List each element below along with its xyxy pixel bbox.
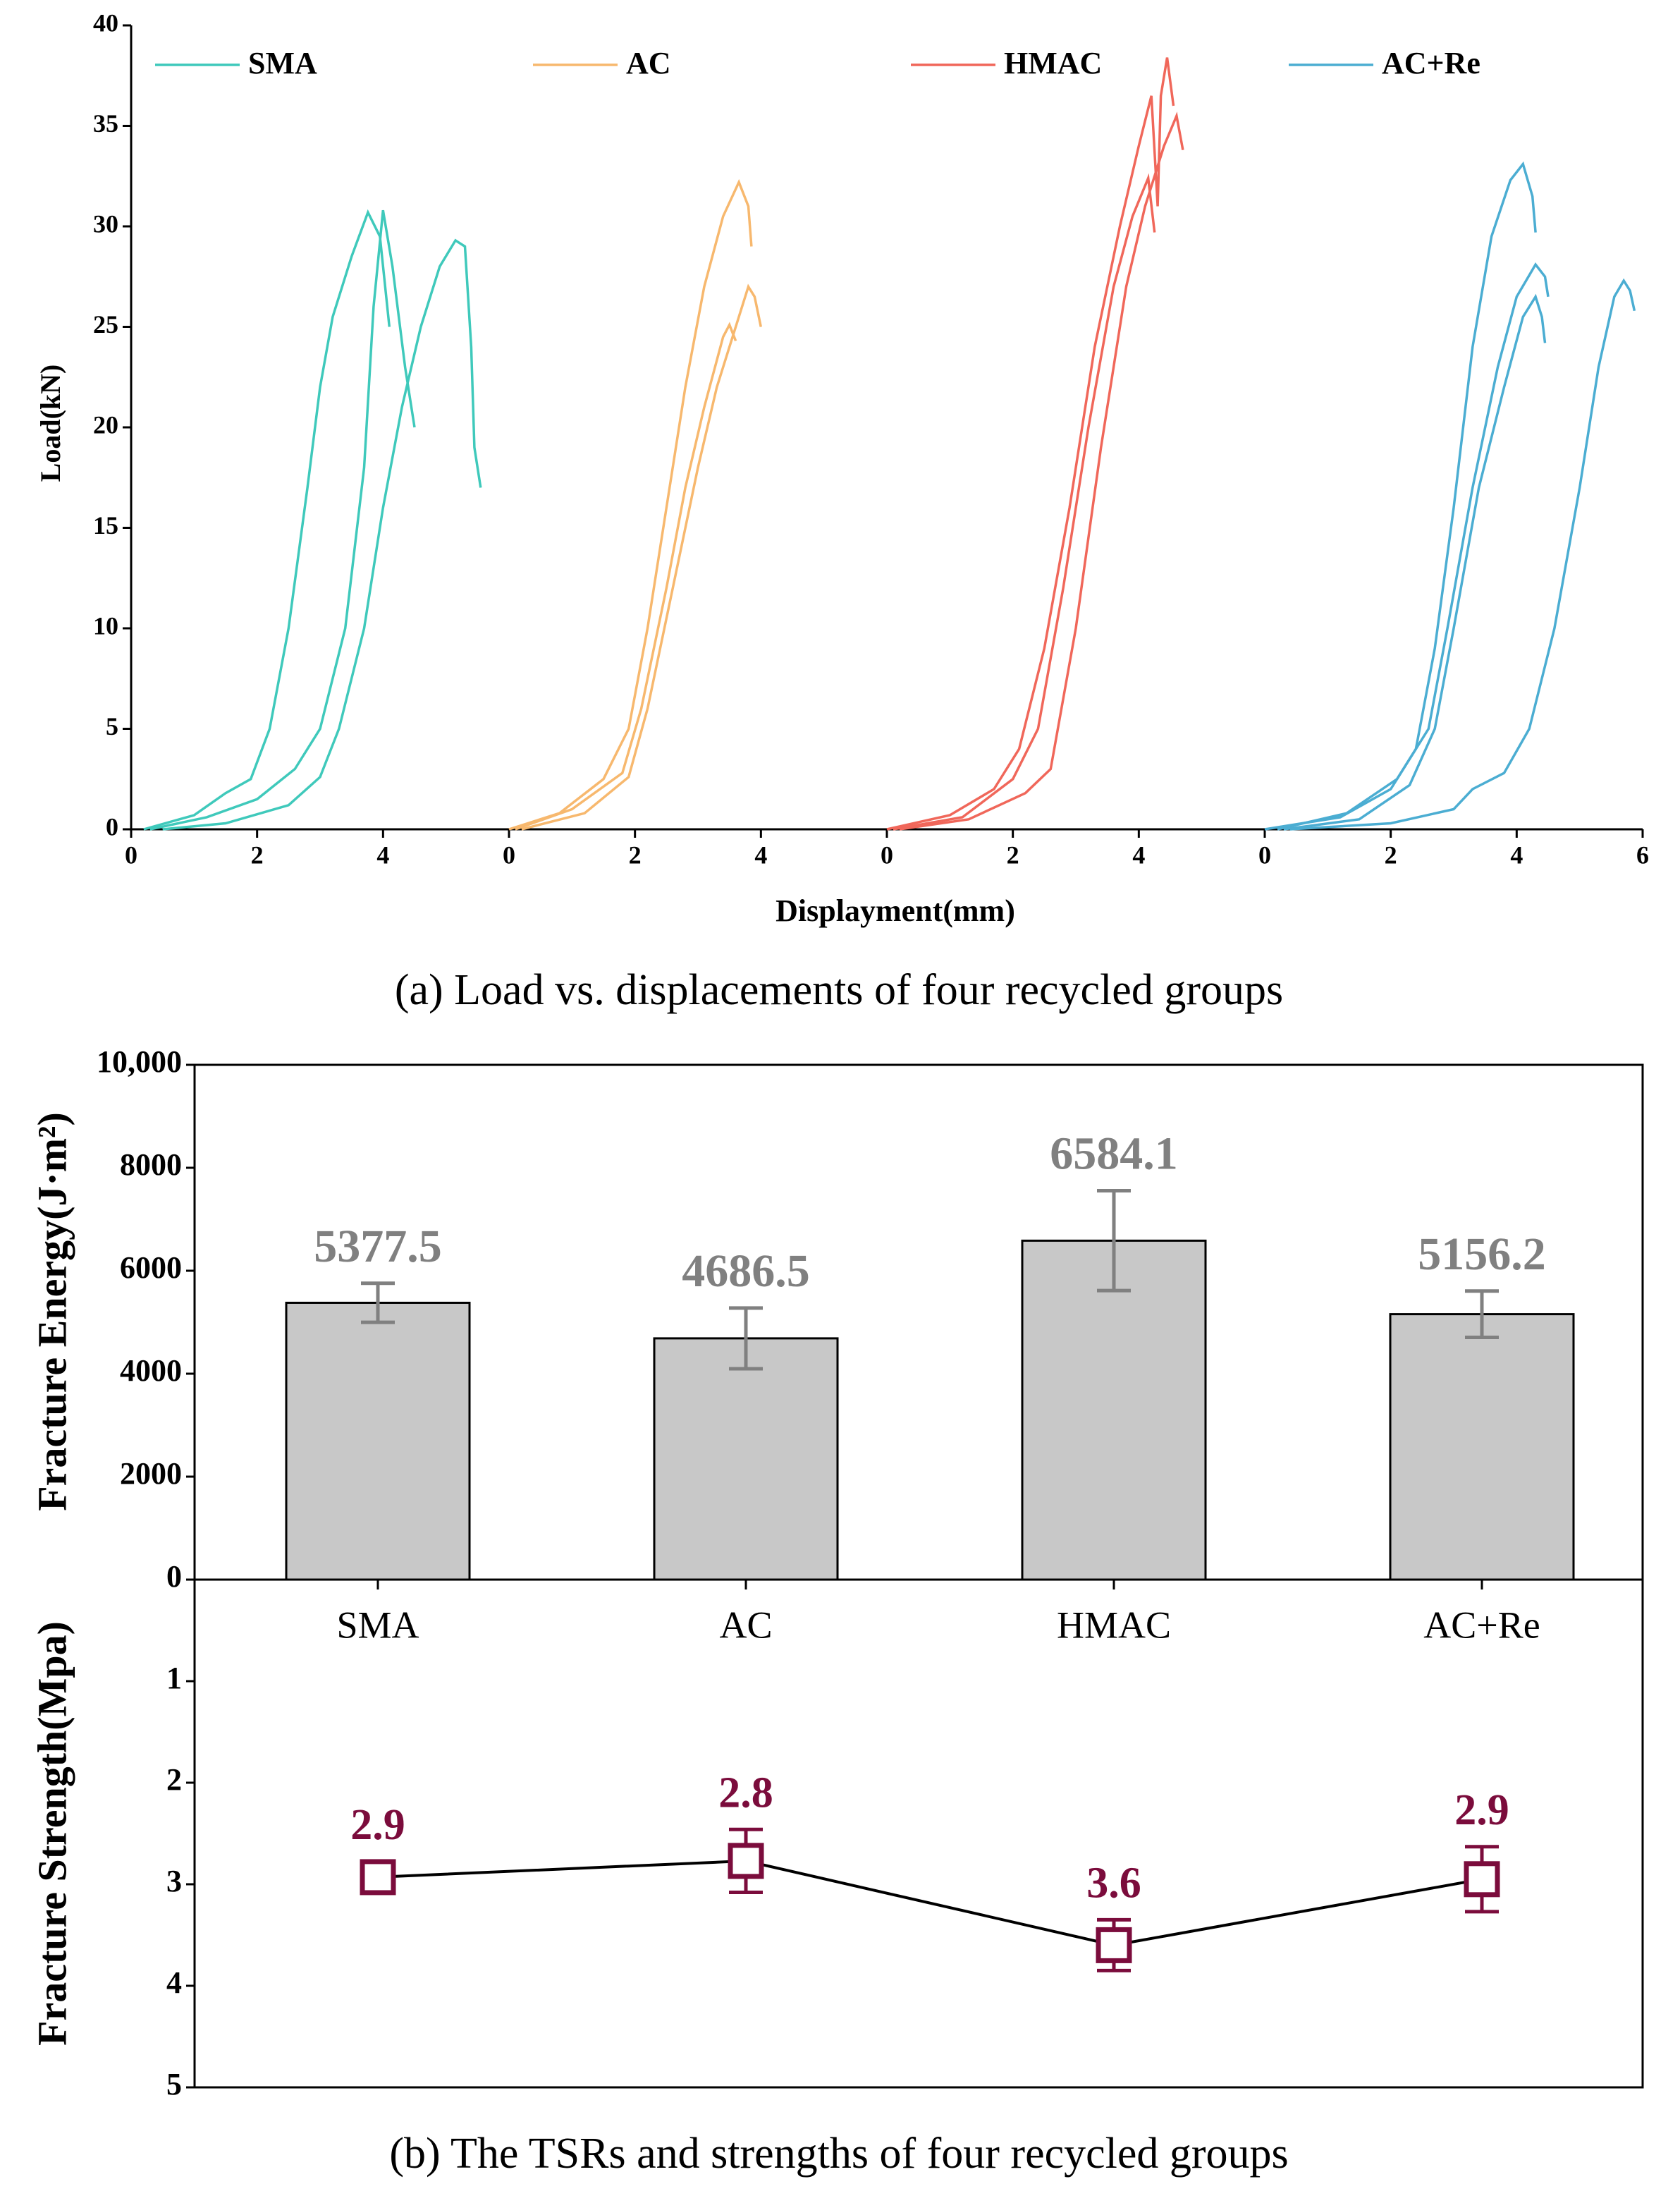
y-axis-label: Fracture Energy(J·m²) <box>29 1112 75 1511</box>
y-tick-label: 35 <box>93 109 118 138</box>
y-tick-label: 4000 <box>120 1353 182 1388</box>
x-tick-label: 4 <box>1510 841 1523 869</box>
error-bar <box>729 1306 763 1371</box>
y-tick-label: 2 <box>166 1762 182 1797</box>
y-tick-label: 3 <box>166 1864 182 1898</box>
plot-frame <box>193 1063 1644 2089</box>
legend-label: SMA <box>248 46 317 80</box>
x-tick-label: 0 <box>503 841 515 869</box>
y-tick-label: 10 <box>93 611 118 640</box>
legend-label: AC <box>626 46 671 80</box>
y-tick-label: 1 <box>166 1661 182 1695</box>
y-tick-label: 25 <box>93 310 118 338</box>
y-tick-label: 6000 <box>120 1250 182 1285</box>
load-curve <box>521 283 763 831</box>
x-axis-label: Displayment(mm) <box>775 893 1015 928</box>
load-curve <box>893 173 1156 831</box>
load-curve <box>1264 161 1537 831</box>
y-tick-label: 8000 <box>120 1147 182 1182</box>
load-curve <box>1277 262 1550 831</box>
bar <box>1389 1313 1575 1581</box>
y-tick-label: 20 <box>93 410 118 439</box>
value-label: 2.9 <box>1454 1786 1509 1834</box>
y-tick-label: 0 <box>166 1559 182 1594</box>
x-tick-label: HMAC <box>1057 1604 1171 1646</box>
y-tick-label: 30 <box>93 209 118 238</box>
strength-line <box>377 1859 1483 1947</box>
value-label: 5156.2 <box>1418 1228 1546 1280</box>
x-tick-label: AC+Re <box>1423 1604 1540 1646</box>
value-label: 4686.5 <box>682 1245 810 1297</box>
bar <box>653 1337 839 1581</box>
x-tick-label: 6 <box>1636 841 1649 869</box>
marker <box>360 1859 396 1896</box>
error-bar <box>1465 1289 1499 1339</box>
x-tick-label: 0 <box>881 841 893 869</box>
y-tick-label: 4 <box>166 1965 182 2000</box>
y-tick-label: 5 <box>106 712 118 740</box>
marker <box>728 1843 764 1879</box>
legend-label: AC+Re <box>1382 46 1480 80</box>
load-curve <box>515 322 737 831</box>
bar <box>285 1301 471 1581</box>
y-tick-label: 15 <box>93 511 118 539</box>
legend-label: HMAC <box>1004 46 1102 80</box>
load-curve <box>886 57 1175 831</box>
error-bar <box>1097 1189 1131 1293</box>
load-curve <box>143 209 391 831</box>
y-axis-label: Fracture Strength(Mpa) <box>29 1621 75 2046</box>
load-curve <box>149 209 416 831</box>
y-tick-label: 40 <box>93 8 118 37</box>
load-curve <box>1289 278 1636 831</box>
x-tick-label: 0 <box>125 841 137 869</box>
marker <box>1096 1927 1132 1963</box>
caption: (b) The TSRs and strengths of four recyc… <box>389 2130 1288 2178</box>
x-tick-label: AC <box>719 1604 772 1646</box>
error-bar <box>361 1281 395 1324</box>
x-tick-label: 4 <box>376 841 389 869</box>
x-tick-label: 2 <box>1385 841 1397 869</box>
y-tick-label: 2000 <box>120 1456 182 1491</box>
load-curve <box>508 178 753 831</box>
y-tick-label: 5 <box>166 2067 182 2101</box>
x-tick-label: 4 <box>754 841 767 869</box>
x-tick-label: 4 <box>1132 841 1145 869</box>
y-axis-label: Load(kN) <box>35 365 66 482</box>
value-label: 5377.5 <box>314 1221 442 1272</box>
y-tick-label: 10,000 <box>97 1044 182 1079</box>
x-tick-label: 2 <box>629 841 642 869</box>
load-curve <box>1283 293 1547 831</box>
load-curve <box>899 111 1184 831</box>
x-tick-label: SMA <box>336 1604 419 1646</box>
x-tick-label: 0 <box>1258 841 1271 869</box>
value-label: 2.8 <box>718 1769 773 1817</box>
value-label: 2.9 <box>350 1801 405 1849</box>
y-tick-label: 0 <box>106 812 118 841</box>
marker <box>1464 1861 1500 1898</box>
value-label: 3.6 <box>1086 1860 1141 1908</box>
value-label: 6584.1 <box>1050 1128 1178 1180</box>
x-tick-label: 2 <box>251 841 264 869</box>
load-curve <box>162 238 482 831</box>
caption: (a) Load vs. displacements of four recyc… <box>395 966 1283 1014</box>
x-tick-label: 2 <box>1007 841 1019 869</box>
